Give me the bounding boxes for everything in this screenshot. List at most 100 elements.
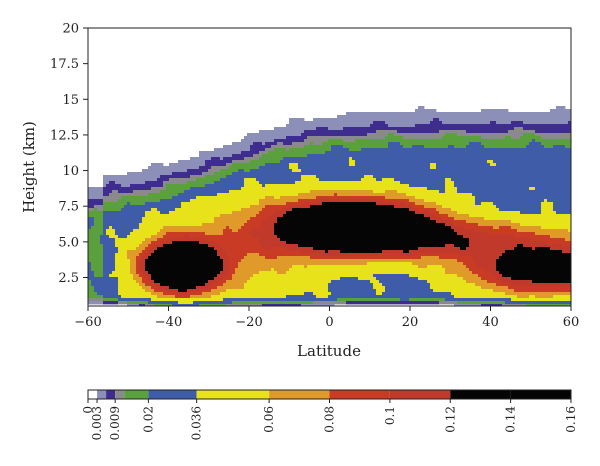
contour-cell: [277, 175, 281, 179]
contour-cell: [151, 274, 155, 278]
contour-cell: [310, 274, 314, 278]
contour-cell: [163, 292, 167, 296]
contour-cell: [157, 235, 161, 239]
contour-cell: [262, 283, 266, 287]
contour-cell: [163, 247, 167, 251]
contour-cell: [106, 214, 110, 218]
contour-cell: [88, 190, 92, 194]
contour-cell: [280, 169, 284, 173]
contour-cell: [193, 262, 197, 266]
contour-cell: [133, 211, 137, 215]
contour-cell: [121, 223, 125, 227]
contour-cell: [256, 283, 260, 287]
contour-cell: [286, 295, 290, 299]
contour-cell: [226, 265, 230, 269]
contour-cell: [163, 193, 167, 197]
contour-cell: [361, 256, 365, 260]
contour-cell: [112, 301, 116, 305]
contour-cell: [154, 175, 158, 179]
contour-cell: [157, 262, 161, 266]
contour-cell: [349, 220, 353, 224]
contour-cell: [169, 172, 173, 176]
contour-cell: [151, 259, 155, 263]
contour-cell: [160, 292, 164, 296]
contour-cell: [352, 289, 356, 293]
contour-cell: [214, 172, 218, 176]
contour-cell: [349, 184, 353, 188]
contour-cell: [160, 268, 164, 272]
contour-cell: [238, 157, 242, 161]
contour-cell: [103, 265, 107, 269]
contour-cell: [160, 298, 164, 302]
contour-cell: [127, 304, 131, 306]
contour-cell: [109, 274, 113, 278]
contour-cell: [316, 211, 320, 215]
contour-cell: [202, 196, 206, 200]
contour-cell: [307, 283, 311, 287]
contour-cell: [172, 166, 176, 170]
contour-cell: [262, 244, 266, 248]
contour-cell: [247, 217, 251, 221]
contour-cell: [259, 133, 263, 137]
contour-cell: [175, 277, 179, 281]
contour-cell: [355, 253, 359, 257]
contour-cell: [328, 262, 332, 266]
contour-cell: [154, 292, 158, 296]
contour-cell: [343, 259, 347, 263]
contour-cell: [118, 298, 122, 302]
contour-cell: [196, 199, 200, 203]
contour-cell: [172, 214, 176, 218]
contour-cell: [172, 265, 176, 269]
contour-cell: [337, 217, 341, 221]
contour-cell: [319, 250, 323, 254]
contour-cell: [268, 241, 272, 245]
contour-cell: [355, 244, 359, 248]
contour-cell: [265, 142, 269, 146]
contour-cell: [334, 208, 338, 212]
contour-cell: [241, 268, 245, 272]
contour-cell: [301, 298, 305, 302]
contour-cell: [295, 253, 299, 257]
contour-cell: [262, 289, 266, 293]
contour-cell: [265, 139, 269, 143]
contour-cell: [97, 229, 101, 233]
contour-cell: [208, 202, 212, 206]
contour-cell: [211, 223, 215, 227]
contour-cell: [142, 181, 146, 185]
contour-cell: [322, 139, 326, 143]
contour-cell: [274, 292, 278, 296]
contour-cell: [244, 154, 248, 158]
contour-cell: [241, 193, 245, 197]
contour-cell: [340, 130, 344, 134]
contour-cell: [121, 280, 125, 284]
contour-cell: [202, 277, 206, 281]
contour-cell: [352, 175, 356, 179]
contour-cell: [316, 283, 320, 287]
contour-cell: [277, 199, 281, 203]
contour-cell: [355, 121, 359, 125]
contour-cell: [301, 304, 305, 306]
contour-cell: [283, 256, 287, 260]
contour-cell: [340, 232, 344, 236]
contour-cell: [364, 271, 368, 275]
contour-cell: [127, 232, 131, 236]
contour-cell: [346, 232, 350, 236]
contour-cell: [253, 292, 257, 296]
contour-cell: [226, 244, 230, 248]
contour-cell: [130, 244, 134, 248]
contour-cell: [229, 253, 233, 257]
contour-cell: [127, 175, 131, 179]
contour-cell: [286, 124, 290, 128]
contour-cell: [163, 169, 167, 173]
contour-cell: [157, 280, 161, 284]
contour-cell: [133, 172, 137, 176]
contour-cell: [160, 199, 164, 203]
contour-cell: [130, 184, 134, 188]
contour-cell: [325, 157, 329, 161]
contour-cell: [334, 226, 338, 230]
contour-cell: [262, 301, 266, 305]
contour-cell: [130, 286, 134, 290]
contour-cell: [223, 217, 227, 221]
contour-cell: [223, 220, 227, 224]
contour-cell: [289, 142, 293, 146]
